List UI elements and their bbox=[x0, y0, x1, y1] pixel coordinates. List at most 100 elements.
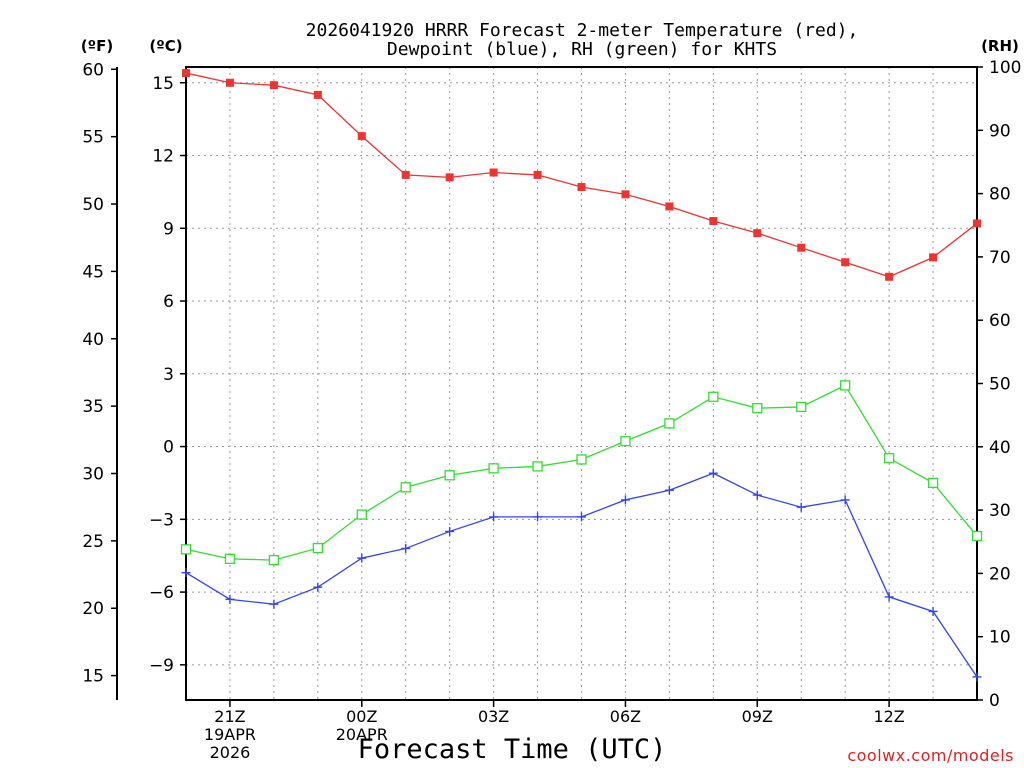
x-tick-label: 09Z bbox=[742, 707, 773, 726]
chart-title-line1: 2026041920 HRRR Forecast 2-meter Tempera… bbox=[306, 20, 859, 41]
rh-tick-label: 100 bbox=[989, 58, 1021, 78]
celsius-tick-label: −3 bbox=[149, 510, 174, 530]
fahrenheit-tick-label: 20 bbox=[82, 599, 104, 619]
dewpoint-point bbox=[181, 568, 191, 578]
celsius-tick-label: 3 bbox=[163, 365, 174, 385]
dewpoint-point bbox=[401, 543, 411, 553]
rh-tick-label: 60 bbox=[989, 311, 1011, 331]
rh-point bbox=[180, 544, 192, 555]
dewpoint-point bbox=[884, 592, 894, 602]
fahrenheit-tick-label: 45 bbox=[82, 262, 104, 282]
dewpoint-point bbox=[533, 512, 543, 522]
2-meter-temperature-point bbox=[973, 219, 981, 228]
2-meter-temperature-point bbox=[489, 168, 498, 177]
rh-point bbox=[224, 553, 236, 564]
2-meter-temperature-point bbox=[709, 217, 718, 226]
dewpoint-point bbox=[928, 606, 938, 616]
dewpoint-point bbox=[269, 599, 279, 609]
rh-tick-label: 0 bbox=[989, 691, 1000, 711]
celsius-tick-label: 12 bbox=[152, 147, 174, 167]
rh-point bbox=[400, 482, 411, 493]
rh-tick-label: 50 bbox=[989, 375, 1011, 395]
2-meter-temperature-point bbox=[357, 132, 366, 141]
dewpoint-point bbox=[708, 468, 718, 478]
rh-point bbox=[708, 391, 719, 402]
fahrenheit-unit-label: (ºF) bbox=[81, 37, 113, 55]
series bbox=[180, 69, 983, 682]
axes: 6055504540353025201515129630−3−6−9100908… bbox=[82, 58, 1021, 762]
plot-frame bbox=[185, 66, 978, 701]
2-meter-temperature-point bbox=[621, 190, 630, 199]
rh-point bbox=[356, 509, 367, 520]
rh-point bbox=[576, 454, 587, 465]
2-meter-temperature-point bbox=[929, 253, 938, 262]
dewpoint-point bbox=[840, 495, 850, 505]
rh-point bbox=[752, 403, 763, 414]
fahrenheit-tick-label: 15 bbox=[82, 667, 104, 687]
rh-point bbox=[444, 470, 455, 481]
celsius-tick-label: −9 bbox=[149, 656, 174, 676]
celsius-tick-label: −6 bbox=[149, 583, 174, 603]
celsius-tick-label: 9 bbox=[163, 219, 174, 239]
celsius-tick-label: 6 bbox=[163, 292, 174, 312]
rh-unit-label: (RH) bbox=[981, 37, 1019, 55]
dewpoint-point bbox=[577, 512, 586, 522]
celsius-tick-label: 0 bbox=[163, 438, 174, 458]
rh-point bbox=[664, 418, 675, 429]
dewpoint-line bbox=[185, 472, 978, 678]
fahrenheit-tick-label: 25 bbox=[82, 532, 104, 552]
x-tick-label: 06Z bbox=[610, 707, 641, 726]
2-meter-temperature-point bbox=[445, 173, 454, 182]
rh-tick-label: 90 bbox=[989, 121, 1011, 141]
x-axis-title: Forecast Time (UTC) bbox=[358, 734, 667, 765]
rh-point bbox=[488, 463, 499, 474]
x-tick-label: 03Z bbox=[478, 707, 509, 726]
credit-text: coolwx.com/models bbox=[847, 746, 1014, 765]
fahrenheit-tick-label: 30 bbox=[82, 465, 104, 485]
dewpoint-point bbox=[620, 495, 630, 505]
2-meter-temperature-point bbox=[841, 258, 850, 267]
fahrenheit-tick-label: 40 bbox=[82, 330, 104, 350]
rh-tick-label: 80 bbox=[989, 185, 1011, 205]
dewpoint-point bbox=[489, 512, 499, 522]
rh-point bbox=[312, 542, 323, 554]
2-meter-temperature-point bbox=[182, 69, 190, 78]
2-meter-temperature-point bbox=[753, 229, 762, 238]
rh-point bbox=[620, 435, 631, 447]
2-meter-temperature-point bbox=[401, 170, 410, 179]
rh-point bbox=[927, 477, 939, 489]
rh-tick-label: 20 bbox=[989, 564, 1011, 584]
x-tick-label: 19APR bbox=[204, 725, 256, 744]
rh-tick-label: 30 bbox=[989, 501, 1011, 521]
rh-line bbox=[185, 384, 978, 561]
celsius-unit-label: (ºC) bbox=[149, 37, 182, 55]
grid-lines bbox=[185, 67, 978, 700]
fahrenheit-tick-label: 50 bbox=[82, 195, 104, 215]
dewpoint-point bbox=[357, 553, 367, 563]
dewpoint-point bbox=[313, 582, 323, 592]
2-meter-temperature-point bbox=[885, 272, 894, 281]
rh-point bbox=[796, 401, 807, 413]
2-meter-temperature-point bbox=[577, 183, 586, 192]
celsius-tick-label: 15 bbox=[152, 74, 174, 94]
x-tick-label: 20APR bbox=[336, 725, 388, 744]
rh-point bbox=[268, 554, 280, 566]
rh-point bbox=[971, 530, 983, 542]
fahrenheit-tick-label: 55 bbox=[82, 128, 104, 148]
x-tick-label: 21Z bbox=[214, 707, 245, 726]
x-tick-label: 00Z bbox=[346, 707, 377, 726]
x-tick-label: 12Z bbox=[873, 707, 904, 726]
fahrenheit-tick-label: 35 bbox=[82, 397, 104, 417]
rh-tick-label: 40 bbox=[989, 438, 1011, 458]
2-meter-temperature-point bbox=[269, 81, 278, 90]
dewpoint-point bbox=[972, 672, 982, 682]
dewpoint-point bbox=[752, 490, 762, 500]
2-meter-temperature-point bbox=[225, 78, 234, 87]
rh-point bbox=[883, 453, 895, 464]
fahrenheit-tick-label: 60 bbox=[82, 60, 104, 80]
rh-point bbox=[840, 380, 851, 391]
dewpoint-point bbox=[664, 485, 674, 495]
2-meter-temperature-point bbox=[797, 243, 806, 252]
rh-tick-label: 10 bbox=[989, 628, 1011, 648]
